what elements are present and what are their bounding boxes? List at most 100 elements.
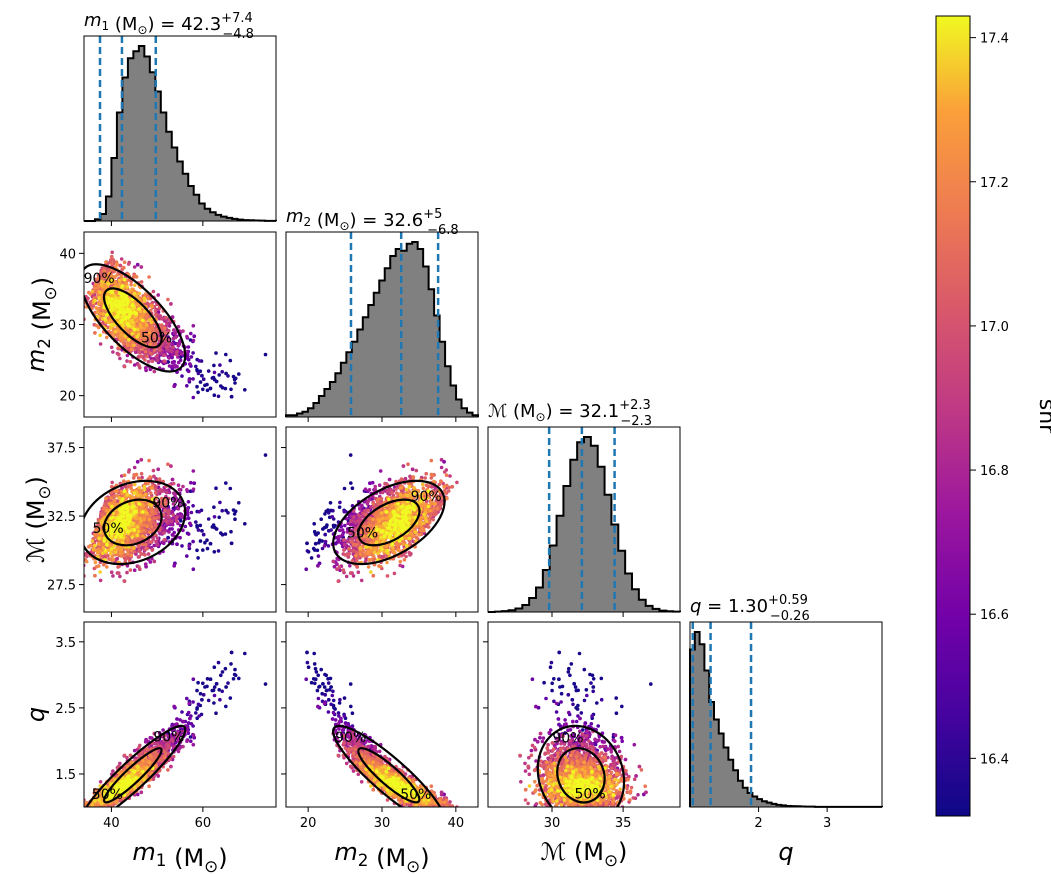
- scatter-point: [133, 550, 137, 554]
- scatter-point: [187, 378, 191, 382]
- scatter-point: [172, 384, 176, 389]
- scatter-point: [212, 370, 217, 375]
- scatter-point: [129, 347, 134, 352]
- scatter-point: [125, 353, 130, 358]
- scatter-point: [94, 306, 99, 310]
- scatter-point: [122, 277, 127, 282]
- scatter-point: [125, 359, 129, 363]
- scatter-point: [119, 546, 124, 551]
- scatter-point: [210, 525, 215, 529]
- scatter-point: [115, 494, 119, 498]
- scatter-point: [134, 537, 138, 541]
- scatter-point: [100, 294, 104, 299]
- scatter-point: [167, 515, 171, 519]
- scatter-point: [189, 331, 193, 336]
- scatter-point: [131, 495, 135, 500]
- scatter-point: [103, 317, 108, 321]
- scatter-point: [175, 542, 179, 546]
- histogram-fill: [84, 46, 276, 221]
- scatter-point: [93, 331, 97, 335]
- scatter-point: [84, 559, 89, 564]
- scatter-point: [173, 363, 177, 368]
- scatter-point: [120, 491, 124, 496]
- scatter-point: [149, 540, 153, 544]
- scatter-point: [120, 318, 125, 322]
- scatter-point: [109, 303, 114, 307]
- scatter-point: [137, 363, 141, 368]
- scatter-point: [121, 303, 126, 307]
- scatter-point: [220, 508, 224, 513]
- scatter-point: [156, 467, 160, 472]
- scatter-point: [135, 460, 140, 464]
- scatter-point: [165, 490, 169, 495]
- scatter-point: [229, 529, 233, 534]
- scatter-point: [231, 374, 236, 379]
- scatter-point: [150, 548, 155, 552]
- scatter-point: [191, 567, 196, 571]
- scatter-point: [163, 502, 168, 506]
- scatter-point: [146, 481, 150, 486]
- scatter-point: [138, 322, 142, 327]
- scatter-point: [151, 289, 156, 294]
- histogram-title: m1 (M⊙) = 42.3+7.4 −4.8: [84, 10, 254, 42]
- scatter-point: [186, 500, 191, 504]
- scatter-point: [95, 551, 100, 555]
- scatter-point: [167, 364, 172, 368]
- scatter-point: [98, 549, 103, 553]
- scatter-point: [214, 527, 219, 531]
- scatter-point: [102, 280, 107, 285]
- scatter-point: [203, 540, 207, 545]
- scatter-point: [115, 547, 119, 552]
- scatter-point: [140, 347, 145, 352]
- scatter-point: [191, 487, 196, 492]
- scatter-point: [170, 519, 174, 524]
- scatter-point: [150, 300, 155, 305]
- scatter-point: [103, 502, 107, 506]
- scatter-point: [191, 377, 195, 381]
- scatter-point: [126, 262, 131, 266]
- scatter-point: [226, 511, 230, 515]
- scatter-point: [86, 296, 90, 301]
- scatter-point: [172, 564, 176, 568]
- histogram-q: q = 1.30+0.59 −0.262 3: [689, 593, 883, 831]
- contour-line: [102, 287, 163, 349]
- scatter-point: [179, 518, 183, 523]
- scatter-point: [200, 529, 204, 533]
- scatter-point: [176, 355, 180, 359]
- scatter-point: [133, 482, 137, 487]
- scatter-point: [109, 254, 114, 259]
- scatter-point: [101, 546, 106, 550]
- scatter-point: [126, 323, 131, 328]
- scatter-point: [217, 373, 221, 377]
- scatter-point: [149, 339, 154, 343]
- scatter-point: [195, 369, 199, 373]
- scatter-point: [146, 347, 150, 352]
- scatter-point: [137, 349, 141, 354]
- scatter-point: [187, 544, 191, 548]
- scatter-point: [128, 289, 132, 294]
- scatter-point: [80, 311, 84, 315]
- scatter-point: [162, 353, 166, 358]
- scatter-point: [141, 318, 145, 323]
- scatter-point: [195, 548, 199, 553]
- scatter-point: [148, 328, 152, 332]
- scatter-point: [134, 311, 138, 316]
- scatter-point: [104, 496, 108, 501]
- scatter-point: [170, 509, 175, 514]
- scatter-point: [127, 314, 132, 319]
- scatter-point: [201, 387, 205, 392]
- scatter-point: [164, 345, 169, 350]
- scatter-point: [137, 565, 141, 569]
- scatter-point: [107, 519, 112, 523]
- scatter-point: [142, 513, 146, 517]
- scatter-point: [130, 332, 135, 336]
- scatter-point: [152, 559, 157, 564]
- scatter-point: [122, 554, 126, 558]
- scatter-point: [118, 574, 122, 579]
- scatter-point: [124, 485, 128, 489]
- scatter-point: [93, 277, 98, 282]
- scatter-point: [186, 532, 191, 536]
- scatter-point: [206, 369, 211, 373]
- x-tick-label: 2: [754, 816, 762, 831]
- scatter-point: [125, 285, 129, 289]
